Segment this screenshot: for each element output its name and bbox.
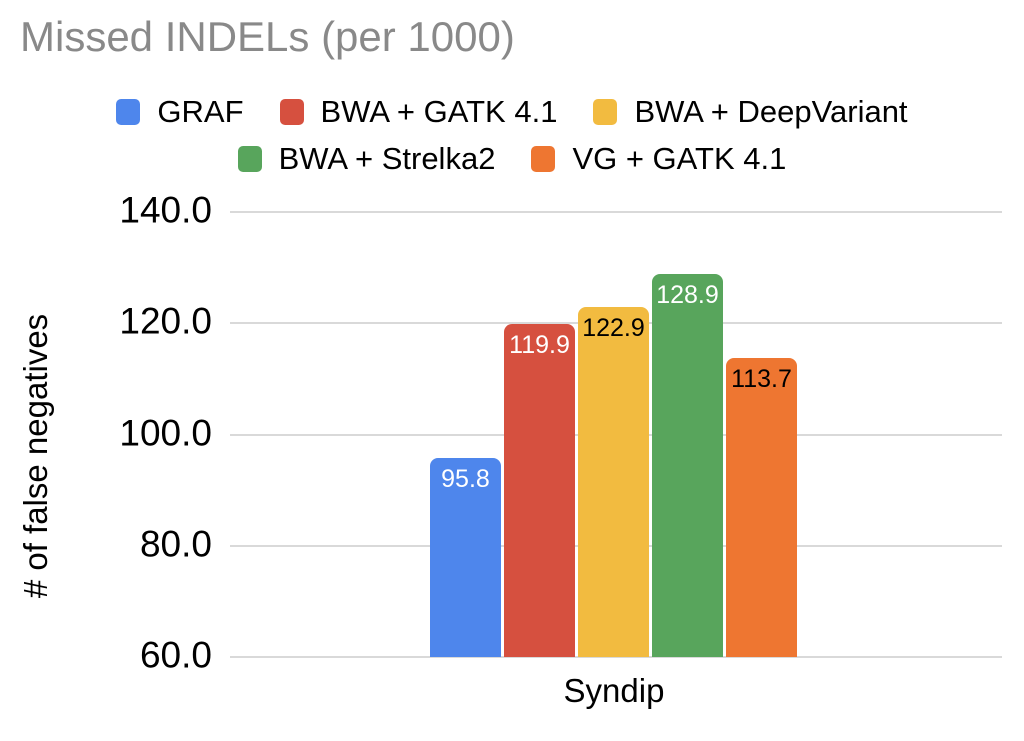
legend-swatch [593, 98, 618, 125]
legend-swatch [531, 145, 556, 172]
chart-title: Missed INDELs (per 1000) [20, 13, 515, 60]
legend-swatch [116, 98, 141, 125]
gridline [230, 211, 1002, 213]
x-category-label: Syndip [563, 672, 665, 709]
bar: 95.8 [430, 458, 501, 657]
legend: GRAF BWA + GATK 4.1 BWA + DeepVariant BWA +… [0, 88, 1024, 182]
legend-item: VG + GATK 4.1 [531, 141, 786, 177]
bar: 113.7 [726, 358, 797, 657]
legend-item: BWA + Strelka2 [237, 140, 496, 177]
bar-value-label: 113.7 [731, 365, 792, 393]
legend-row: GRAF BWA + GATK 4.1 BWA + DeepVariant [0, 88, 1024, 135]
legend-item-label: BWA + GATK 4.1 [320, 93, 558, 129]
y-tick-label: 80.0 [139, 523, 212, 565]
legend-item-label: BWA + Strelka2 [278, 140, 496, 176]
legend-row: BWA + Strelka2 VG + GATK 4.1 [0, 135, 1024, 182]
legend-item-label: VG + GATK 4.1 [572, 140, 787, 176]
legend-item-label: GRAF [157, 93, 244, 129]
y-tick-label: 60.0 [139, 634, 212, 676]
bar: 122.9 [578, 307, 649, 657]
legend-item: BWA + DeepVariant [593, 93, 908, 130]
bar-value-label: 122.9 [582, 314, 645, 342]
legend-swatch [279, 98, 304, 125]
legend-item: BWA + GATK 4.1 [279, 93, 558, 130]
y-tick-label: 140.0 [119, 189, 212, 231]
legend-item: GRAF [116, 93, 244, 130]
bar: 119.9 [504, 324, 575, 657]
bar-value-label: 119.9 [509, 331, 570, 359]
gridline [230, 656, 1002, 658]
legend-swatch [237, 145, 262, 172]
y-tick-label: 100.0 [119, 411, 212, 453]
bar-value-label: 95.8 [441, 465, 490, 493]
bar: 128.9 [652, 274, 723, 657]
bar-value-label: 128.9 [656, 281, 719, 309]
y-tick-label: 120.0 [119, 300, 212, 342]
legend-item-label: BWA + DeepVariant [634, 93, 908, 129]
